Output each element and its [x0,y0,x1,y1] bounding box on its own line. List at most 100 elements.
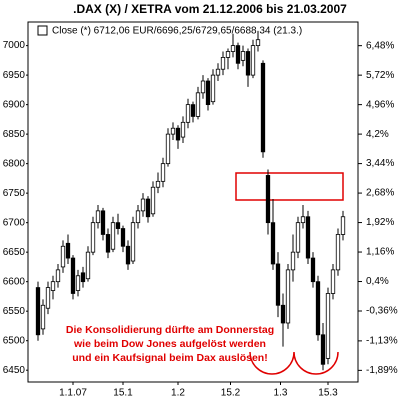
y2-tick-label: 6,48% [366,40,394,51]
candle-body [65,242,71,259]
y-tick-label: 6950 [3,70,26,81]
y2-tick-label: 2,68% [366,188,394,199]
candle-body [55,269,61,283]
candle-body [265,175,271,224]
candle-body [305,216,311,259]
candle-body [205,80,211,106]
candle-body [85,251,91,280]
y-tick-label: 6900 [3,99,26,110]
candle-body [45,287,51,309]
y2-tick-label: 3,44% [366,158,394,169]
x-tick-label: 1.2 [171,388,185,399]
candle-body [320,334,326,365]
y-tick-label: 6600 [3,276,26,287]
candle-body [105,234,111,253]
y2-tick-label: -0,36% [366,306,398,317]
candle-body [300,216,306,224]
y2-tick-label: -1,89% [366,365,398,376]
candle-body [270,222,276,265]
candle-body [325,293,331,359]
y-tick-label: 7000 [3,40,26,51]
candle-body [90,222,96,253]
y-tick-label: 6850 [3,129,26,140]
candle-body [215,68,221,76]
candle-body [275,263,281,306]
candle-body [195,92,201,117]
annotation-line: wie beim Dow Jones aufgelöst werden [73,338,266,350]
y2-tick-label: 4,96% [366,99,394,110]
candle-body [130,222,136,262]
y2-tick-label: -1,13% [366,336,398,347]
candle-body [190,104,196,117]
bottom-arcs [249,351,339,375]
y-tick-label: 6500 [3,335,26,346]
legend [34,24,304,37]
candle-body [295,222,301,253]
candle-body [285,269,291,324]
annotation-line: und ein Kaufsignal beim Dax auslösen! [72,352,267,364]
x-tick-label: 15.3 [318,388,338,399]
y2-tick-label: 1,16% [366,247,394,258]
candle-body [135,210,141,224]
chart-title: .DAX (X) / XETRA vom 21.12.2006 bis 21.0… [73,2,347,16]
candle-body [235,45,241,64]
candle-body [70,257,76,294]
y2-tick-label: 4,2% [366,129,389,140]
candle-body [115,222,121,229]
y2-tick-label: 5,72% [366,70,394,81]
candle-body [335,234,341,271]
candle-body [165,133,171,165]
candle-body [170,127,176,135]
y2-tick-label: 1,92% [366,217,394,228]
candle-body [225,51,231,58]
legend-swatch [37,25,48,36]
candle-body [280,304,286,324]
x-tick-label: 1.3 [274,388,288,399]
candle-body [40,304,46,330]
candle-body [110,222,116,250]
candle-body [340,216,346,235]
candle-body [185,104,191,123]
candle-body [150,186,156,215]
candle-body [250,45,256,76]
candle-body [200,80,206,94]
candle-body [160,163,166,182]
candle-body [50,281,56,291]
candle-body [260,62,266,153]
candle-body [310,257,316,283]
candle-body [155,180,161,188]
y-tick-label: 6650 [3,247,26,258]
y2-tick-label: 0,4% [366,276,389,287]
y-tick-label: 6750 [3,188,26,199]
x-tick-label: 1.1.07 [59,388,87,399]
annotation-line: Die Konsolidierung dürfte am Donnerstag [66,324,274,336]
candle-body [255,39,261,47]
y-tick-label: 6450 [3,365,26,376]
candle-body [125,245,131,265]
candle-body [140,198,146,212]
candle-body [80,272,86,283]
candle-body [95,210,101,224]
candle-body [240,51,246,61]
candle-body [245,51,251,76]
resistance-box [235,172,344,201]
x-tick-label: 15.2 [221,388,241,399]
plot-frame [27,21,359,383]
candle-body [290,251,296,271]
candle-body [75,275,81,291]
candle-body [175,127,181,141]
candle-body [35,287,41,336]
candle-body [330,269,336,294]
y-tick-label: 6550 [3,306,26,317]
candle-body [60,245,66,268]
candle-body [180,121,186,138]
x-tick-label: 15.1 [113,388,133,399]
y-tick-label: 6700 [3,217,26,228]
candle-body [100,210,106,235]
y-tick-label: 6800 [3,158,26,169]
candle-body [210,74,216,103]
candle-body [120,228,126,247]
candle-body [145,198,151,218]
candle-body [230,45,236,52]
